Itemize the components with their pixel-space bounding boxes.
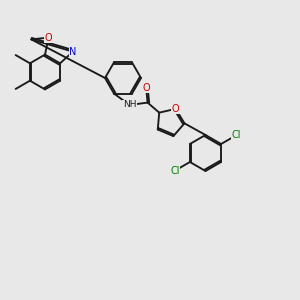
Text: N: N [69, 47, 77, 57]
Text: Cl: Cl [231, 130, 241, 140]
Text: NH: NH [123, 100, 136, 109]
Text: O: O [45, 33, 52, 43]
Text: O: O [172, 104, 179, 114]
Text: O: O [142, 82, 150, 93]
Text: Cl: Cl [170, 166, 180, 176]
